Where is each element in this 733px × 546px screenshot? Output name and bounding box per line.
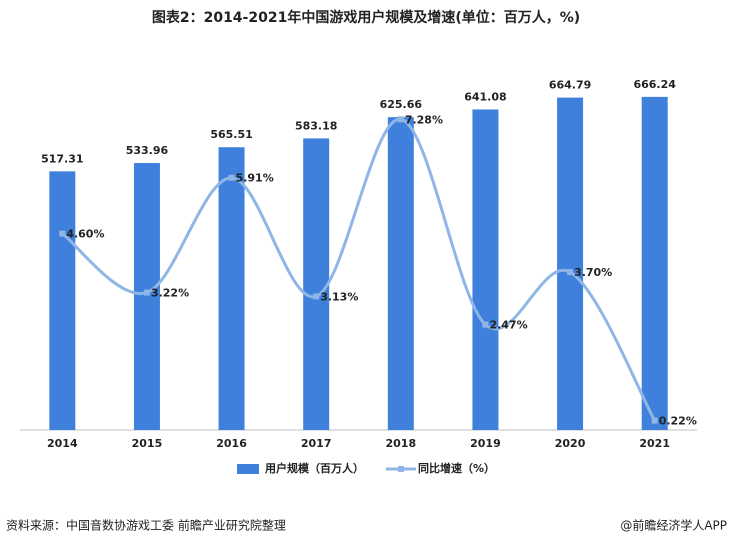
bar-label: 583.18 (295, 119, 337, 132)
bar (387, 117, 414, 431)
source: 资料来源：中国音数协游戏工委 前瞻产业研究院整理 (6, 518, 286, 533)
legend-swatch (398, 466, 404, 472)
bar (49, 171, 76, 430)
bar (641, 96, 668, 430)
chart-title: 图表2：2014-2021年中国游戏用户规模及增速(单位：百万人，%) (152, 9, 580, 26)
line (61, 117, 656, 422)
x-tick-label: 2016 (216, 437, 247, 450)
bar-label: 565.51 (210, 128, 252, 141)
line-marker (651, 417, 658, 424)
legend-label: 同比增速（%） (418, 461, 495, 475)
bar (557, 97, 584, 430)
line-marker (59, 230, 66, 237)
legend-label: 用户规模（百万人） (265, 461, 364, 475)
line-label: 7.28% (405, 113, 443, 126)
line-marker (567, 269, 574, 276)
line-marker (313, 293, 320, 300)
bar (218, 147, 245, 430)
bar (133, 163, 160, 430)
x-tick-label: 2014 (47, 437, 78, 450)
x-tick-label: 2021 (639, 437, 670, 450)
line-label: 3.13% (320, 290, 358, 303)
x-tick-label: 2017 (301, 437, 332, 450)
x-tick-label: 2018 (386, 437, 417, 450)
line-marker (482, 321, 489, 328)
bar-label: 533.96 (126, 144, 169, 157)
line-label: 3.70% (574, 266, 612, 279)
bar-label: 641.08 (464, 90, 506, 103)
line-label: 5.91% (236, 172, 274, 185)
line-label: 4.60% (66, 228, 104, 241)
bar (303, 138, 330, 430)
line-label: 2.47% (489, 319, 527, 332)
line-label: 0.22% (659, 415, 697, 428)
bar-label: 666.24 (633, 78, 676, 91)
x-tick-label: 2015 (132, 437, 163, 450)
bar-label: 625.66 (380, 98, 423, 111)
line-marker (143, 289, 150, 296)
bar (472, 109, 499, 431)
line-marker (397, 116, 404, 123)
bar-label: 517.31 (41, 152, 83, 165)
x-tick-label: 2020 (555, 437, 586, 450)
line-label: 3.22% (151, 287, 189, 300)
x-tick-label: 2019 (470, 437, 501, 450)
credit: @前瞻经济学人APP (620, 518, 727, 533)
line-marker (228, 174, 235, 181)
bar-label: 664.79 (549, 79, 591, 92)
legend-swatch (237, 464, 259, 474)
